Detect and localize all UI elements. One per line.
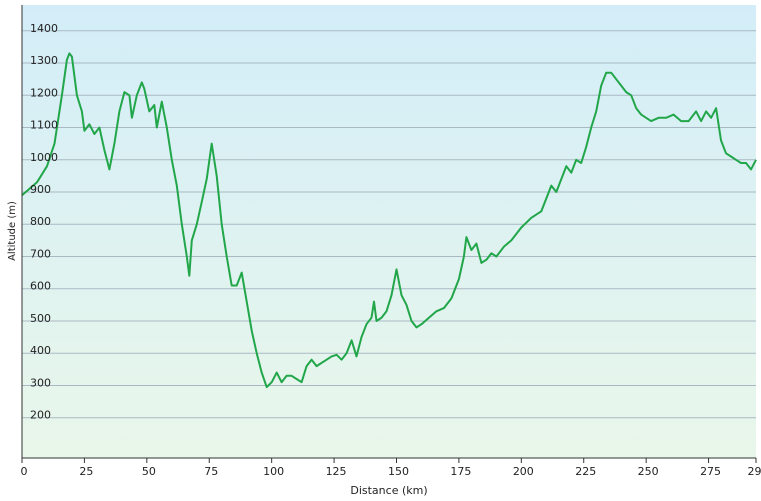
x-axis-label: Distance (km) [350, 484, 427, 497]
x-tick-label: 225 [575, 465, 596, 478]
x-tick-label: 200 [513, 465, 534, 478]
x-tick-label: 175 [450, 465, 471, 478]
x-tick-label: 75 [204, 465, 218, 478]
y-tick-label: 1200 [30, 86, 58, 99]
x-tick-label: 125 [326, 465, 347, 478]
y-tick-label: 1300 [30, 54, 58, 67]
x-tick-label: 25 [79, 465, 93, 478]
y-tick-label: 800 [30, 215, 51, 228]
x-tick-label: 294 [748, 465, 761, 478]
y-tick-label: 1400 [30, 22, 58, 35]
y-tick-label: 700 [30, 247, 51, 260]
elevation-line [21, 52, 757, 389]
x-tick-label: 100 [263, 465, 284, 478]
x-tick-label: 275 [700, 465, 721, 478]
y-tick-label: 600 [30, 280, 51, 293]
y-tick-label: 500 [30, 312, 51, 325]
y-tick-label: 1100 [30, 119, 58, 132]
x-tick-label: 50 [142, 465, 156, 478]
y-tick-label: 1000 [30, 151, 58, 164]
y-tick-label: 200 [30, 409, 51, 422]
x-tick-label: 0 [21, 465, 28, 478]
y-tick-label: 900 [30, 183, 51, 196]
x-tick-label: 250 [638, 465, 659, 478]
plot-background [22, 5, 756, 458]
y-tick-label: 400 [30, 344, 51, 357]
y-tick-label: 300 [30, 376, 51, 389]
y-axis-label: Altitude (m) [7, 201, 18, 261]
x-tick-label: 150 [388, 465, 409, 478]
